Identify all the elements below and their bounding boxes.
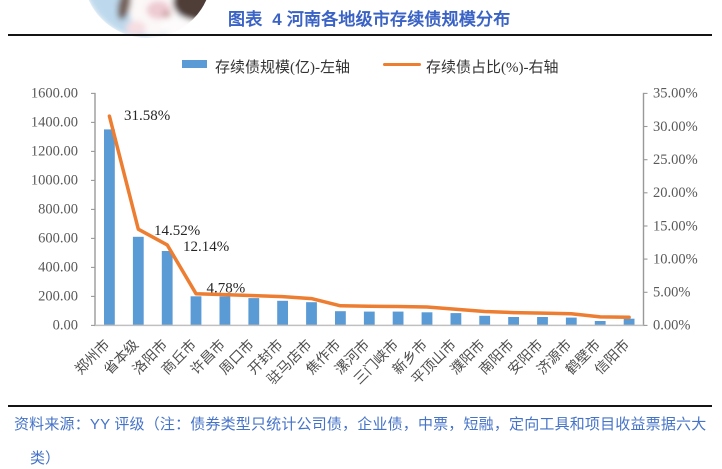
svg-text:1600.00: 1600.00	[31, 86, 78, 102]
svg-text:1400.00: 1400.00	[31, 115, 78, 131]
svg-text:12.14%: 12.14%	[183, 239, 229, 255]
svg-text:0.00%: 0.00%	[653, 318, 690, 334]
svg-text:10.00%: 10.00%	[653, 251, 698, 267]
svg-text:25.00%: 25.00%	[653, 152, 698, 168]
svg-text:4.78%: 4.78%	[207, 281, 246, 297]
svg-text:35.00%: 35.00%	[653, 86, 698, 102]
svg-text:20.00%: 20.00%	[653, 185, 698, 201]
svg-text:800.00: 800.00	[38, 202, 78, 218]
svg-text:1000.00: 1000.00	[31, 173, 78, 189]
svg-text:1200.00: 1200.00	[31, 144, 78, 160]
svg-text:31.58%: 31.58%	[124, 108, 170, 124]
svg-text:14.52%: 14.52%	[154, 223, 200, 239]
svg-text:600.00: 600.00	[38, 231, 78, 247]
svg-text:0.00: 0.00	[53, 318, 78, 334]
svg-text:200.00: 200.00	[38, 289, 78, 305]
svg-text:15.00%: 15.00%	[653, 218, 698, 234]
svg-text:30.00%: 30.00%	[653, 119, 698, 135]
svg-text:5.00%: 5.00%	[653, 285, 690, 301]
svg-text:400.00: 400.00	[38, 260, 78, 276]
